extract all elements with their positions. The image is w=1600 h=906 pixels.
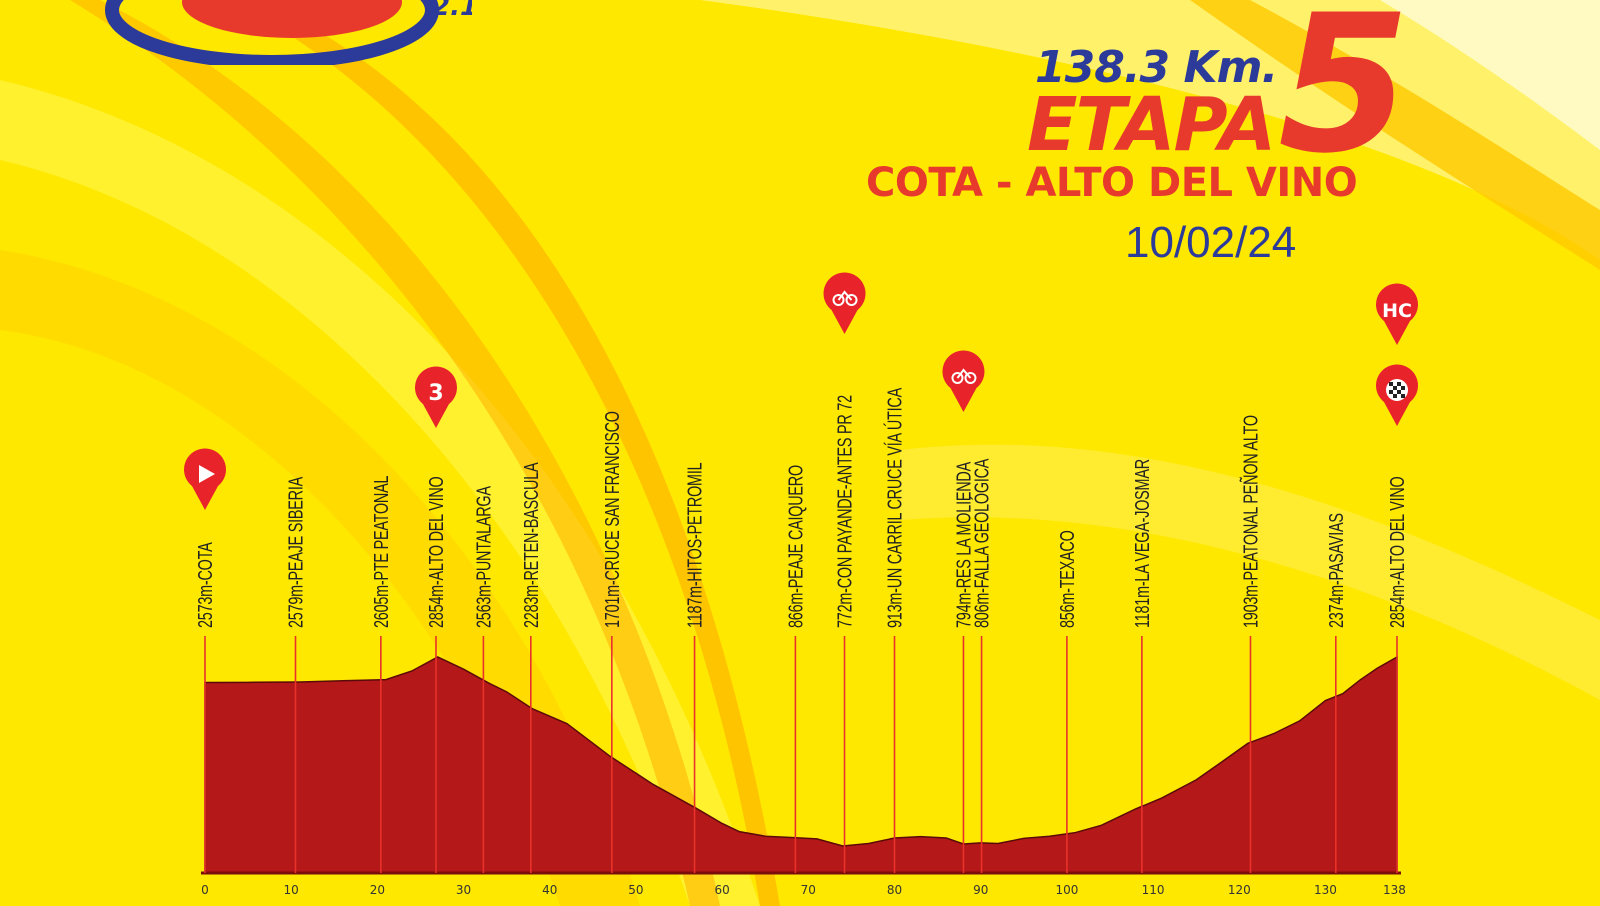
waypoint-label: 2563m-PUNTALARGA [472, 486, 495, 628]
x-tick-label: 20 [370, 883, 385, 897]
marker-start-pin [184, 448, 227, 510]
x-tick-label: 40 [542, 883, 557, 897]
waypoint-label: 1187m-HITOS-PETROMIL [683, 462, 706, 628]
waypoint-label: 856m-TEXACO [1056, 530, 1079, 628]
marker-climb-cat-3-pin: 3 [414, 366, 457, 428]
marker-finish-pin [1376, 364, 1419, 426]
checkered-flag-icon [1386, 379, 1408, 401]
marker-sprint-pin [823, 272, 866, 334]
waypoint-label: 2374m-PASAVIAS [1324, 513, 1347, 628]
x-tick-label: 0 [201, 883, 209, 897]
x-tick-label: 90 [973, 883, 988, 897]
map-pin-icon [823, 272, 866, 334]
map-pin-icon [1376, 283, 1419, 345]
waypoint-label: 2854m-ALTO DEL VINO [1386, 476, 1409, 628]
waypoint-label: 806m-FALLA GEOLÓGICA [970, 458, 993, 628]
race-logo: 2.1 [105, 0, 472, 65]
x-tick-label: 138 [1383, 883, 1406, 897]
svg-text:2.1: 2.1 [432, 0, 472, 22]
sprint-icon [951, 368, 977, 384]
waypoint-label: 2854m-ALTO DEL VINO [425, 476, 448, 628]
marker-sprint-pin [942, 350, 985, 412]
marker-climb-hc-pin: HC [1376, 283, 1419, 345]
climb-category-label: 3 [428, 381, 443, 406]
waypoint-label: 2605m-PTE PEATONAL [369, 475, 392, 628]
x-tick-label: 10 [284, 883, 299, 897]
x-tick-label: 50 [628, 883, 643, 897]
stage-distance: 138.3 Km. [1035, 42, 1278, 93]
elevation-profile-area [204, 655, 1398, 874]
x-tick-label: 60 [714, 883, 729, 897]
waypoint-label: 2283m-RETEN-BASCULA [519, 462, 542, 628]
sprint-icon [832, 290, 858, 306]
waypoint-label: 1181m-LA VEGA-JOSMAR [1131, 459, 1154, 628]
map-pin-icon [414, 366, 457, 428]
waypoint-label: 794m-RES LA MOLIENDA [952, 462, 975, 628]
waypoint-label: 1701m-CRUCE SAN FRANCISCO [600, 411, 623, 628]
waypoint-label: 772m-CON PAYANDE-ANTES PR 72 [833, 395, 856, 628]
x-tick-label: 120 [1228, 883, 1251, 897]
waypoint-label: 2579m-PEAJE SIBERIA [284, 476, 307, 628]
stage-label: ETAPA [1027, 82, 1276, 168]
stage-route: COTA - ALTO DEL VINO [866, 160, 1358, 206]
waypoint-label: 2573m-COTA [194, 542, 217, 628]
waypoint-label: 866m-PEAJE CAIQUERO [784, 465, 807, 628]
x-tick-label: 100 [1055, 883, 1078, 897]
x-tick-label: 80 [887, 883, 902, 897]
x-tick-label: 130 [1314, 883, 1337, 897]
waypoint-label: 1903m-PEATONAL PEÑON ALTO [1239, 415, 1262, 628]
climb-category-label: HC [1382, 300, 1412, 322]
waypoint-label: 913m-UN CARRIL CRUCE VÍA ÚTICA [883, 388, 906, 628]
stage-date: 10/02/24 [1125, 218, 1297, 267]
x-tick-label: 30 [456, 883, 471, 897]
stage-number: 5 [1278, 0, 1411, 195]
x-tick-label: 70 [801, 883, 816, 897]
play-icon [199, 465, 215, 483]
x-tick-label: 110 [1142, 883, 1165, 897]
map-pin-icon [942, 350, 985, 412]
